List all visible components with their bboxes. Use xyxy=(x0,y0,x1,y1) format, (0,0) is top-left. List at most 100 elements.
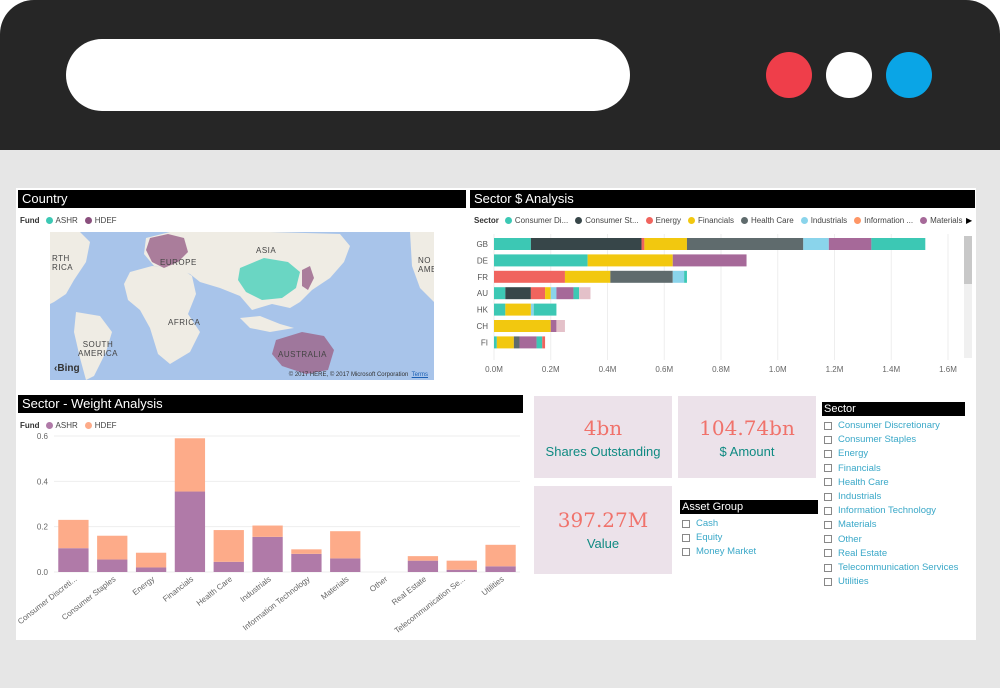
bar-consumer-discreti-hdef[interactable] xyxy=(58,519,89,549)
bar-fr-health-care[interactable] xyxy=(610,270,673,283)
bar-health-care-ashr[interactable] xyxy=(213,561,244,572)
bar-gb-energy[interactable] xyxy=(641,238,645,250)
bar-energy-ashr[interactable] xyxy=(135,567,167,572)
checkbox[interactable] xyxy=(682,547,690,556)
bar-au-industrials[interactable] xyxy=(550,287,557,300)
bar-utilities-hdef[interactable] xyxy=(485,544,516,567)
asset-group-item-equity[interactable]: Equity xyxy=(682,532,722,543)
bar-au-other-2[interactable] xyxy=(579,287,591,300)
checkbox[interactable] xyxy=(824,549,832,558)
bar-fr-financials[interactable] xyxy=(564,270,611,283)
legend-item-financials[interactable]: Financials xyxy=(687,216,734,225)
bar-de-consumer-di[interactable] xyxy=(494,254,588,267)
bar-gb-materials[interactable] xyxy=(828,238,872,250)
bar-gb-industrials[interactable] xyxy=(803,238,829,250)
bar-ch-materials[interactable] xyxy=(550,320,557,332)
bar-gb-consumer-di[interactable] xyxy=(494,238,531,250)
sector-item-other[interactable]: Other xyxy=(824,534,862,545)
bar-au-consumer-di[interactable] xyxy=(494,287,506,300)
legend-item-industrials[interactable]: Industrials xyxy=(800,216,847,225)
asset-group-item-money-market[interactable]: Money Market xyxy=(682,546,756,557)
bar-telecommunication-se-ashr[interactable] xyxy=(446,569,477,572)
bar-information-technology-ashr[interactable] xyxy=(291,553,322,572)
checkbox[interactable] xyxy=(824,478,832,487)
bar-fr-energy[interactable] xyxy=(494,270,565,283)
bar-de-financials[interactable] xyxy=(587,254,673,267)
bar-au-financials[interactable] xyxy=(545,287,551,300)
checkbox[interactable] xyxy=(824,506,832,515)
checkbox[interactable] xyxy=(824,421,832,430)
bar-fi-materials[interactable] xyxy=(519,336,537,349)
bar-fr-industrials[interactable] xyxy=(672,270,685,283)
legend-item-consumer-st[interactable]: Consumer St... xyxy=(575,216,639,225)
bar-fi-health-care[interactable] xyxy=(513,336,520,349)
bar-telecommunication-se-hdef[interactable] xyxy=(446,560,477,570)
checkbox[interactable] xyxy=(824,535,832,544)
chart-scrollbar[interactable] xyxy=(964,236,972,358)
bar-gb-financials[interactable] xyxy=(644,238,687,250)
bar-gb-health-care[interactable] xyxy=(686,238,804,250)
bar-hk-other[interactable] xyxy=(533,303,557,316)
bar-materials-ashr[interactable] xyxy=(330,558,361,572)
legend-item-ashr[interactable]: ASHR xyxy=(45,216,78,225)
bar-information-technology-hdef[interactable] xyxy=(291,549,322,554)
legend-next-arrow-icon[interactable]: ▶ xyxy=(966,216,973,225)
bar-real-estate-hdef[interactable] xyxy=(407,556,439,561)
asset-group-item-cash[interactable]: Cash xyxy=(682,518,718,529)
legend-item-energy[interactable]: Energy xyxy=(645,216,681,225)
legend-item-ashr[interactable]: ASHR xyxy=(45,421,78,430)
sector-item-consumer-discretionary[interactable]: Consumer Discretionary xyxy=(824,420,940,431)
chart-scrollbar-thumb[interactable] xyxy=(964,236,972,284)
bar-hk-consumer-di[interactable] xyxy=(494,303,506,316)
sector-item-industrials[interactable]: Industrials xyxy=(824,491,881,502)
bar-de-materials[interactable] xyxy=(672,254,747,267)
sector-item-utilities[interactable]: Utilities xyxy=(824,576,869,587)
bar-financials-ashr[interactable] xyxy=(174,491,206,572)
bar-health-care-hdef[interactable] xyxy=(213,530,244,562)
sector-item-health-care[interactable]: Health Care xyxy=(824,477,889,488)
minimize-dot[interactable] xyxy=(826,52,872,98)
sector-item-consumer-staples[interactable]: Consumer Staples xyxy=(824,434,916,445)
sector-item-real-estate[interactable]: Real Estate xyxy=(824,548,887,559)
checkbox[interactable] xyxy=(824,563,832,572)
bar-fr-other[interactable] xyxy=(684,270,687,283)
sector-item-information-technology[interactable]: Information Technology xyxy=(824,505,936,516)
checkbox[interactable] xyxy=(824,464,832,473)
bar-consumer-discreti-ashr[interactable] xyxy=(58,548,89,572)
sector-item-telecommunication-services[interactable]: Telecommunication Services xyxy=(824,562,958,573)
close-dot[interactable] xyxy=(766,52,812,98)
bar-fi-consumer-di[interactable] xyxy=(494,336,497,349)
checkbox[interactable] xyxy=(824,492,832,501)
checkbox[interactable] xyxy=(824,435,832,444)
checkbox[interactable] xyxy=(824,449,832,458)
address-bar[interactable] xyxy=(66,39,630,111)
checkbox[interactable] xyxy=(824,577,832,586)
sector-item-materials[interactable]: Materials xyxy=(824,519,877,530)
legend-item-health-care[interactable]: Health Care xyxy=(741,216,794,225)
bar-consumer-staples-hdef[interactable] xyxy=(97,535,128,560)
legend-item-information[interactable]: Information ... xyxy=(854,216,913,225)
terms-link[interactable]: Terms xyxy=(411,372,428,378)
bar-ch-financials[interactable] xyxy=(494,320,551,332)
bar-gb-consumer-st[interactable] xyxy=(530,238,642,250)
checkbox[interactable] xyxy=(824,520,832,529)
bar-fi-other[interactable] xyxy=(536,336,543,349)
bar-materials-hdef[interactable] xyxy=(330,531,361,559)
bar-real-estate-ashr[interactable] xyxy=(407,560,439,572)
bar-au-energy[interactable] xyxy=(530,287,546,300)
bar-industrials-ashr[interactable] xyxy=(252,536,283,572)
legend-item-hdef[interactable]: HDEF xyxy=(84,216,117,225)
bar-consumer-staples-ashr[interactable] xyxy=(97,559,128,572)
bar-hk-industrials[interactable] xyxy=(530,303,534,316)
maximize-dot[interactable] xyxy=(886,52,932,98)
legend-item-hdef[interactable]: HDEF xyxy=(84,421,117,430)
legend-item-consumer-di[interactable]: Consumer Di... xyxy=(504,216,568,225)
bar-gb-other[interactable] xyxy=(871,238,926,250)
bar-fi-other-3[interactable] xyxy=(542,336,546,349)
bar-industrials-hdef[interactable] xyxy=(252,525,283,537)
sector-item-energy[interactable]: Energy xyxy=(824,448,868,459)
bar-hk-financials[interactable] xyxy=(505,303,531,316)
bar-financials-hdef[interactable] xyxy=(174,438,206,492)
bar-ch-other-2[interactable] xyxy=(556,320,565,332)
